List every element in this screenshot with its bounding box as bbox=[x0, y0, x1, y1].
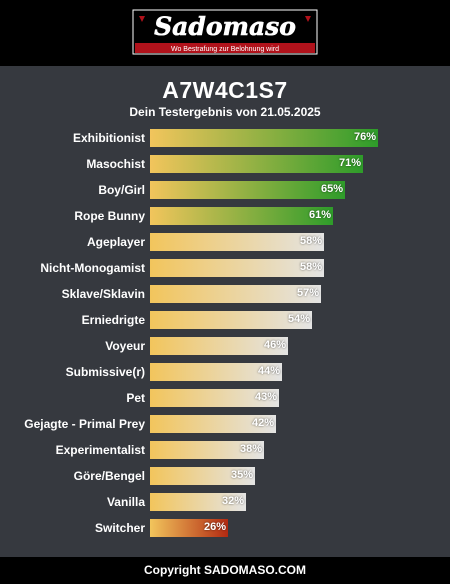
bar-track: 38% bbox=[150, 441, 380, 459]
category-label: Switcher bbox=[94, 521, 145, 535]
result-bar: 44% bbox=[150, 363, 282, 381]
result-bar: 54% bbox=[150, 311, 312, 329]
result-row: Voyeur 46% bbox=[0, 336, 450, 356]
percent-label: 57% bbox=[296, 287, 319, 299]
result-bar: 35% bbox=[150, 467, 255, 485]
result-row: Submissive(r) 44% bbox=[0, 362, 450, 382]
result-row: Exhibitionist 76% bbox=[0, 128, 450, 148]
result-bar: 46% bbox=[150, 337, 288, 355]
category-label: Sklave/Sklavin bbox=[61, 287, 145, 301]
result-code: A7W4C1S7 bbox=[162, 77, 288, 103]
result-row: Gejagte - Primal Prey 42% bbox=[0, 414, 450, 434]
percent-label: 32% bbox=[221, 495, 244, 507]
result-bar: 38% bbox=[150, 441, 264, 459]
percent-label: 61% bbox=[308, 209, 331, 221]
result-bar: 57% bbox=[150, 285, 321, 303]
svg-text:Wo Bestrafung zur Belohnung wi: Wo Bestrafung zur Belohnung wird bbox=[171, 46, 279, 53]
category-label: Masochist bbox=[86, 157, 145, 171]
result-bar: 43% bbox=[150, 389, 279, 407]
result-row: Experimentalist 38% bbox=[0, 440, 450, 460]
result-row: Vanilla 32% bbox=[0, 492, 450, 512]
bar-track: 58% bbox=[150, 233, 380, 251]
result-bar: 65% bbox=[150, 181, 345, 199]
bar-track: 43% bbox=[150, 389, 380, 407]
bar-track: 65% bbox=[150, 181, 380, 199]
result-row: Sklave/Sklavin 57% bbox=[0, 284, 450, 304]
result-row: Switcher 26% bbox=[0, 518, 450, 538]
category-label: Exhibitionist bbox=[73, 131, 145, 145]
percent-label: 46% bbox=[263, 339, 286, 351]
result-row: Masochist 71% bbox=[0, 154, 450, 174]
sadomaso-logo[interactable]: Sadomaso Wo Bestrafung zur Belohnung wir… bbox=[131, 8, 319, 56]
result-row: Erniedrigte 54% bbox=[0, 310, 450, 330]
category-label: Rope Bunny bbox=[74, 209, 145, 223]
result-bar: 42% bbox=[150, 415, 276, 433]
percent-label: 71% bbox=[338, 157, 361, 169]
category-label: Pet bbox=[126, 391, 145, 405]
percent-label: 38% bbox=[239, 443, 262, 455]
result-bar: 26% bbox=[150, 519, 228, 537]
category-label: Experimentalist bbox=[55, 443, 145, 457]
bar-track: 57% bbox=[150, 285, 380, 303]
percent-label: 42% bbox=[251, 417, 274, 429]
bar-track: 26% bbox=[150, 519, 380, 537]
percent-label: 26% bbox=[203, 521, 226, 533]
bar-track: 76% bbox=[150, 129, 380, 147]
site-header: Sadomaso Wo Bestrafung zur Belohnung wir… bbox=[0, 0, 450, 66]
bar-track: 32% bbox=[150, 493, 380, 511]
result-bar: 32% bbox=[150, 493, 246, 511]
bar-track: 54% bbox=[150, 311, 380, 329]
copyright-footer[interactable]: Copyright SADOMASO.COM bbox=[0, 557, 450, 584]
category-label: Submissive(r) bbox=[65, 365, 145, 379]
category-label: Vanilla bbox=[106, 495, 145, 509]
result-row: Göre/Bengel 35% bbox=[0, 466, 450, 486]
percent-label: 35% bbox=[230, 469, 253, 481]
bar-track: 71% bbox=[150, 155, 380, 173]
percent-label: 65% bbox=[320, 183, 343, 195]
percent-label: 43% bbox=[254, 391, 277, 403]
bar-track: 61% bbox=[150, 207, 380, 225]
svg-text:Sadomaso: Sadomaso bbox=[154, 12, 296, 41]
percent-label: 58% bbox=[299, 235, 322, 247]
result-bar: 58% bbox=[150, 233, 324, 251]
bar-track: 35% bbox=[150, 467, 380, 485]
result-bar: 71% bbox=[150, 155, 363, 173]
category-label: Gejagte - Primal Prey bbox=[24, 417, 145, 431]
percent-label: 54% bbox=[287, 313, 310, 325]
bar-track: 42% bbox=[150, 415, 380, 433]
bar-track: 44% bbox=[150, 363, 380, 381]
results-panel: A7W4C1S7 Dein Testergebnis von 21.05.202… bbox=[0, 66, 450, 557]
category-label: Erniedrigte bbox=[81, 313, 145, 327]
percent-label: 76% bbox=[353, 131, 376, 143]
category-label: Göre/Bengel bbox=[73, 469, 145, 483]
bar-track: 46% bbox=[150, 337, 380, 355]
result-row: Boy/Girl 65% bbox=[0, 180, 450, 200]
percent-label: 58% bbox=[299, 261, 322, 273]
bar-track: 58% bbox=[150, 259, 380, 277]
category-label: Voyeur bbox=[105, 339, 145, 353]
result-bar: 76% bbox=[150, 129, 378, 147]
result-bar: 61% bbox=[150, 207, 333, 225]
result-row: Rope Bunny 61% bbox=[0, 206, 450, 226]
result-row: Nicht-Monogamist 58% bbox=[0, 258, 450, 278]
result-row: Pet 43% bbox=[0, 388, 450, 408]
category-label: Ageplayer bbox=[86, 235, 145, 249]
result-bar: 58% bbox=[150, 259, 324, 277]
result-subtitle: Dein Testergebnis von 21.05.2025 bbox=[129, 105, 321, 119]
result-row: Ageplayer 58% bbox=[0, 232, 450, 252]
percent-label: 44% bbox=[257, 365, 280, 377]
category-label: Nicht-Monogamist bbox=[40, 261, 145, 275]
category-label: Boy/Girl bbox=[98, 183, 145, 197]
